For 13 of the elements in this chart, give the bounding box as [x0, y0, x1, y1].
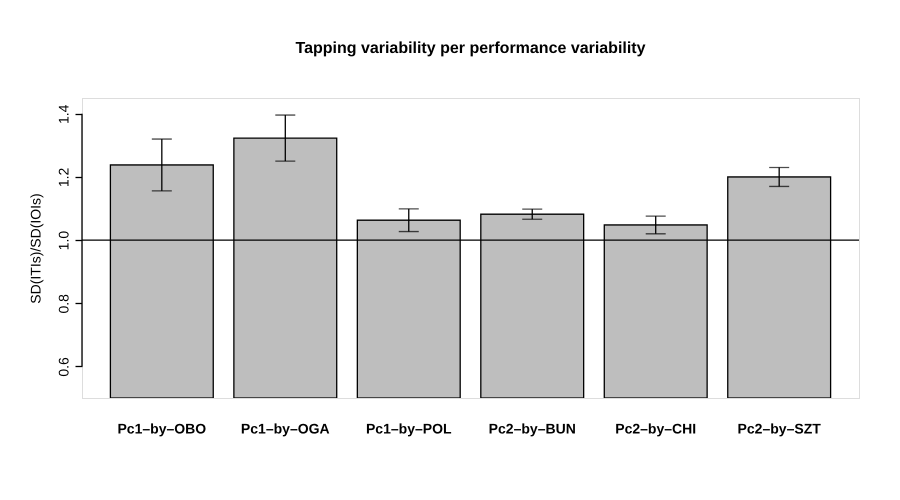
x-tick-label: Pc2–by–BUN: [488, 420, 576, 436]
x-tick-label: Pc1–by–OBO: [117, 420, 206, 436]
x-tick-label: Pc2–by–SZT: [738, 420, 822, 436]
x-tick-label: Pc2–by–CHI: [615, 420, 696, 436]
y-tick-label: 1.2: [56, 168, 72, 188]
x-tick-label: Pc1–by–POL: [366, 420, 452, 436]
y-axis-title: SD(ITIs)/SD(IOIs): [28, 193, 44, 304]
y-tick-label: 0.8: [56, 294, 72, 314]
y-tick-label: 1.0: [56, 230, 72, 250]
y-tick-label: 0.6: [56, 356, 72, 377]
chart-title: Tapping variability per performance variability: [295, 40, 646, 57]
x-tick-label: Pc1–by–OGA: [240, 420, 330, 436]
y-tick-label: 1.4: [56, 104, 72, 124]
